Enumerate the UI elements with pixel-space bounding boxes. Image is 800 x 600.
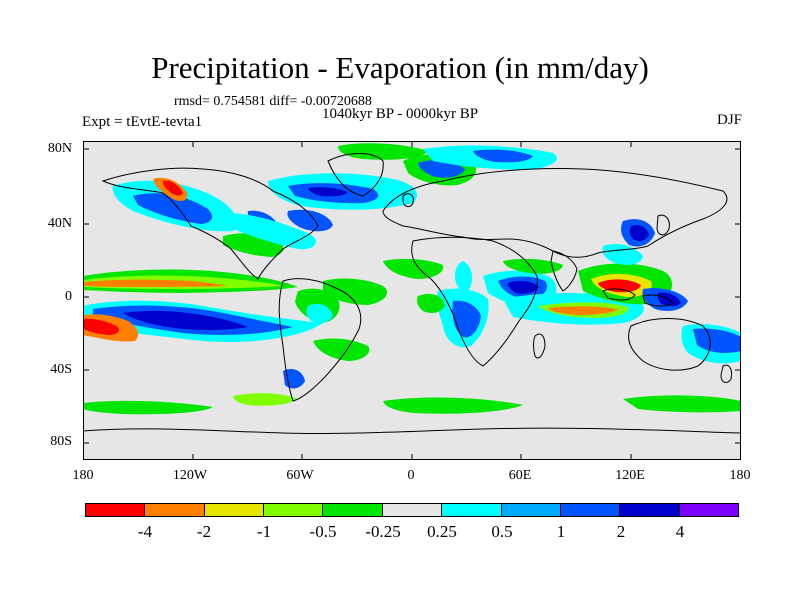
anomaly-region xyxy=(83,279,228,287)
anomaly-region xyxy=(503,258,563,274)
anomaly-region xyxy=(693,328,741,353)
map-ticks xyxy=(83,141,741,460)
anomaly-region xyxy=(233,393,298,406)
colorbar-label: -4 xyxy=(137,522,153,541)
anomaly-region xyxy=(383,258,444,279)
anomaly-region xyxy=(452,300,481,338)
coastline-japan xyxy=(656,214,670,236)
anomaly-region xyxy=(83,318,119,335)
coastline-antarctica xyxy=(83,427,741,435)
period-label: 1040kyr BP - 0000kyr BP xyxy=(322,106,479,122)
colorbar-swatch xyxy=(86,504,146,516)
anomaly-region xyxy=(455,261,473,292)
season-label: DJF xyxy=(716,112,742,128)
precip-evap-map xyxy=(83,141,741,460)
colorbar-label: -0.5 xyxy=(309,522,337,541)
anomaly-region xyxy=(308,187,348,197)
lat-label-80s: 80S xyxy=(50,434,72,449)
anomaly-region xyxy=(313,338,370,361)
coastline-north-america xyxy=(101,167,319,280)
coastline-africa xyxy=(411,236,538,367)
colorbar-label: 0.25 xyxy=(427,522,457,541)
coastline-madagascar xyxy=(533,333,546,359)
coastline-australia xyxy=(628,318,711,371)
colorbar-swatch xyxy=(264,504,324,516)
anomaly-region xyxy=(83,400,213,415)
colorbar-swatch xyxy=(560,504,621,516)
coastline-maritime xyxy=(602,288,674,307)
anomaly-region xyxy=(306,303,333,324)
anomaly-region xyxy=(418,160,465,178)
lon-label-180w: 180 xyxy=(72,468,94,483)
anomaly-region xyxy=(123,310,248,330)
anomaly-region xyxy=(473,149,533,163)
colorbar-swatch xyxy=(501,504,561,516)
anomaly-region xyxy=(383,397,523,414)
colorbar-label: 2 xyxy=(616,522,626,541)
lat-label-40n: 40N xyxy=(47,216,72,231)
anomaly-region xyxy=(338,143,428,160)
lon-label-60e: 60E xyxy=(508,468,532,483)
lat-label-40s: 40S xyxy=(50,362,72,377)
colorbar-label: 1 xyxy=(556,522,566,541)
coastline-india xyxy=(550,250,578,292)
colorbar-label: 0.5 xyxy=(491,522,513,541)
colorbar-label: 4 xyxy=(675,522,685,541)
coastline-south-america xyxy=(278,278,362,402)
colorbar xyxy=(85,503,739,517)
colorbar-label: -0.25 xyxy=(365,522,401,541)
anomaly-region xyxy=(133,193,213,224)
colorbar-label: -1 xyxy=(256,522,272,541)
anomaly-region xyxy=(623,395,741,413)
lon-label-180e: 180 xyxy=(729,468,751,483)
lon-label-120w: 120W xyxy=(172,468,208,483)
rmsd-diff-stats: rmsd= 0.754581 diff= -0.00720688 xyxy=(174,94,372,109)
colorbar-swatch xyxy=(145,504,205,516)
colorbar-swatch xyxy=(442,504,502,516)
anomaly-region xyxy=(508,280,539,294)
coastline-uk xyxy=(402,193,414,208)
field-anomalies xyxy=(83,143,741,415)
anomaly-region xyxy=(629,225,649,242)
colorbar-swatch xyxy=(204,504,265,516)
anomaly-region xyxy=(233,213,316,250)
colorbar-swatch xyxy=(620,504,680,516)
coastline-greenland xyxy=(327,153,384,197)
experiment-label: Expt = tEvtE-tevta1 xyxy=(82,114,203,130)
colorbar-swatch xyxy=(679,504,738,516)
lon-label-120e: 120E xyxy=(615,468,645,483)
lon-label-0: 0 xyxy=(407,468,415,483)
colorbar-swatch xyxy=(382,504,443,516)
lon-label-60w: 60W xyxy=(286,468,314,483)
anomaly-region xyxy=(548,306,618,315)
coastline-new-zealand xyxy=(720,364,732,383)
anomaly-region xyxy=(287,209,333,232)
anomaly-region xyxy=(323,278,388,305)
lat-label-80n: 80N xyxy=(47,141,72,156)
lat-label-equator: 0 xyxy=(65,289,72,304)
anomaly-region xyxy=(163,180,183,196)
chart-title: Precipitation - Evaporation (in mm/day) xyxy=(151,50,649,85)
colorbar-swatch xyxy=(323,504,383,516)
coastlines xyxy=(83,153,741,435)
colorbar-label: -2 xyxy=(196,522,212,541)
anomaly-region xyxy=(417,293,445,314)
